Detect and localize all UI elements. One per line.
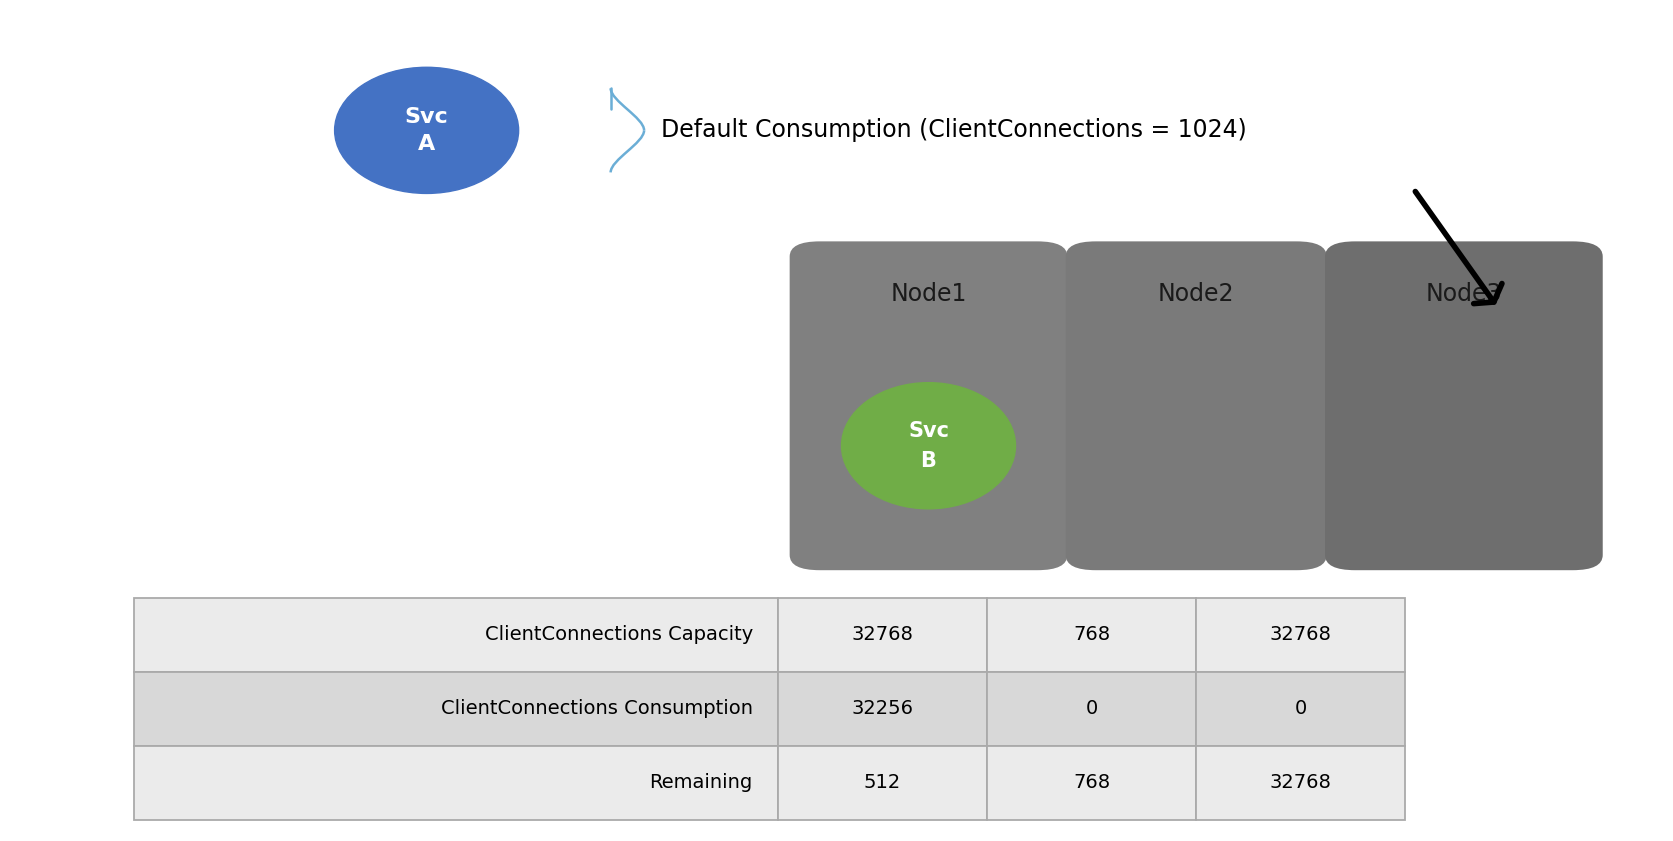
Text: Node3: Node3 — [1425, 282, 1502, 306]
Bar — [987, 672, 1196, 746]
Ellipse shape — [842, 383, 1016, 509]
Text: ClientConnections Consumption: ClientConnections Consumption — [442, 700, 753, 718]
Bar — [134, 672, 778, 746]
Text: 32768: 32768 — [852, 626, 913, 644]
Text: 0: 0 — [1295, 700, 1307, 718]
Text: Node2: Node2 — [1158, 282, 1235, 306]
FancyBboxPatch shape — [1325, 241, 1603, 570]
Bar — [778, 746, 987, 820]
Bar — [1196, 746, 1405, 820]
Text: 32768: 32768 — [1270, 774, 1332, 792]
Text: 512: 512 — [863, 774, 902, 792]
Text: Svc
B: Svc B — [908, 421, 949, 470]
Text: Default Consumption (ClientConnections = 1024): Default Consumption (ClientConnections =… — [661, 119, 1246, 142]
Bar — [134, 746, 778, 820]
Bar — [1196, 672, 1405, 746]
Text: 32768: 32768 — [1270, 626, 1332, 644]
FancyBboxPatch shape — [790, 241, 1067, 570]
Bar — [134, 598, 778, 672]
Bar — [987, 598, 1196, 672]
Text: ClientConnections Capacity: ClientConnections Capacity — [485, 626, 753, 644]
Bar — [778, 672, 987, 746]
Ellipse shape — [335, 67, 519, 193]
Text: Node1: Node1 — [890, 282, 967, 306]
Text: 32256: 32256 — [852, 700, 913, 718]
FancyBboxPatch shape — [1066, 241, 1327, 570]
Bar — [987, 746, 1196, 820]
Bar — [778, 598, 987, 672]
Text: 768: 768 — [1072, 774, 1111, 792]
Text: 768: 768 — [1072, 626, 1111, 644]
Text: 0: 0 — [1086, 700, 1097, 718]
Text: Remaining: Remaining — [649, 774, 753, 792]
Text: Svc
A: Svc A — [405, 107, 448, 154]
Bar — [1196, 598, 1405, 672]
